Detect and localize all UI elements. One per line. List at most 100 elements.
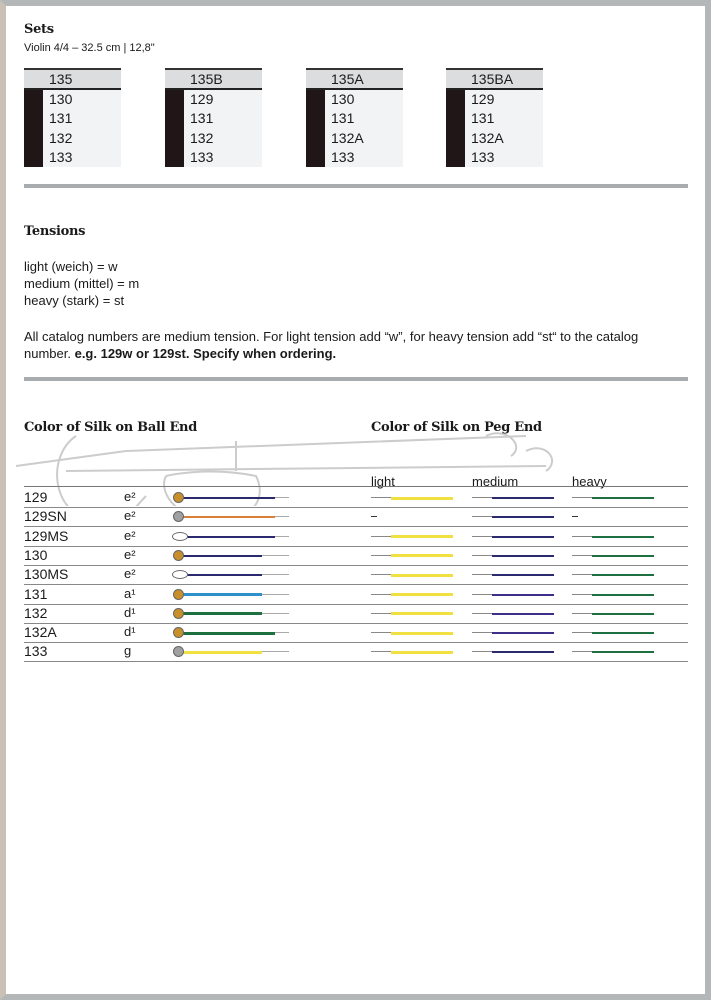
peg-silk-green [592, 554, 654, 557]
table-top-rule [24, 486, 688, 487]
divider [24, 184, 688, 188]
peg-silk-yellow [391, 573, 453, 577]
divider [24, 377, 688, 381]
ball-silk-yellow [182, 650, 262, 654]
note: g [124, 643, 132, 659]
peg-silk-yellow [391, 593, 453, 596]
set-items: 129 131 132 133 [165, 90, 262, 168]
note: e² [124, 566, 136, 582]
peg-silk-navy [492, 516, 554, 519]
ball-end-icon [173, 588, 184, 600]
set-table-135BA: 135BA 129 131 132A 133 [446, 68, 543, 168]
string-row-130: 130 e² [24, 546, 688, 566]
set-bar [165, 90, 184, 168]
loop-end-icon [172, 570, 188, 580]
ball-end-title: Color of Silk on Ball End [24, 420, 198, 435]
set-item: 130 [49, 91, 73, 107]
set-item: 130 [331, 91, 355, 107]
no-option-dash [371, 516, 377, 518]
set-item: 131 [331, 110, 355, 127]
peg-silk-green [592, 593, 654, 596]
set-items: 129 131 132A 133 [446, 90, 543, 168]
set-item: 129 [190, 91, 214, 107]
ball-silk-green [182, 612, 262, 616]
peg-silk-green [592, 632, 654, 635]
tension-heavy: heavy (stark) = st [24, 293, 125, 308]
tensions-title: Tensions [24, 224, 86, 239]
set-name: 135BA [446, 68, 543, 90]
catalog-number: 132A [24, 624, 57, 641]
set-table-135B: 135B 129 131 132 133 [165, 68, 262, 168]
set-table-135A: 135A 130 131 132A 133 [306, 68, 403, 168]
note: e² [124, 508, 136, 524]
tension-list: light (weich) = w medium (mittel) = m he… [24, 258, 139, 309]
note: e² [124, 489, 136, 504]
catalog-number: 130MS [24, 566, 69, 583]
peg-silk-yellow [391, 650, 453, 654]
set-bar [446, 90, 465, 168]
ball-silk-blue [182, 593, 262, 596]
set-table-135: 135 130 131 132 133 [24, 68, 121, 168]
set-bar [306, 90, 325, 168]
peg-end-title: Color of Silk on Peg End [371, 420, 542, 435]
set-item: 133 [49, 148, 73, 165]
catalog-number: 131 [24, 585, 48, 602]
string-row-129MS: 129MS e² [24, 527, 688, 547]
ball-silk-navy [182, 574, 262, 577]
ball-end-icon [173, 627, 184, 639]
peg-silk-yellow [391, 496, 453, 500]
peg-silk-yellow [391, 631, 453, 635]
col-medium: medium [472, 474, 519, 489]
peg-silk-purple [492, 593, 554, 596]
catalog-number: 129SN [24, 508, 67, 525]
peg-silk-green [592, 651, 654, 654]
ball-end-icon [173, 607, 184, 619]
set-items: 130 131 132 133 [24, 90, 121, 168]
peg-silk-green [592, 535, 654, 538]
string-row-129: 129 e² [24, 488, 688, 508]
note: e² [124, 546, 136, 562]
peg-silk-yellow [391, 612, 453, 616]
set-item: 129 [471, 91, 495, 107]
col-light: light [371, 474, 395, 489]
note: d¹ [124, 604, 136, 620]
peg-silk-purple [492, 612, 554, 615]
ball-silk-navy [182, 497, 275, 499]
ball-end-icon [173, 511, 184, 523]
string-row-130MS: 130MS e² [24, 565, 688, 586]
ball-end-icon [173, 549, 184, 561]
peg-silk-green [592, 574, 654, 577]
string-row-132A: 132A d¹ [24, 623, 688, 644]
peg-silk-navy [492, 574, 554, 577]
peg-silk-navy [492, 554, 554, 557]
peg-silk-navy [492, 535, 554, 538]
set-name: 135A [306, 68, 403, 90]
set-item: 131 [190, 110, 214, 127]
set-item: 132A [331, 129, 364, 146]
note: e² [124, 527, 136, 543]
peg-silk-purple [492, 632, 554, 635]
string-row-131: 131 a¹ [24, 585, 688, 605]
loop-end-icon [172, 531, 188, 541]
sets-title: Sets [24, 22, 54, 37]
set-name: 135 [24, 68, 121, 90]
peg-silk-yellow [391, 554, 453, 558]
set-item: 133 [190, 148, 214, 165]
ball-silk-navy [182, 535, 275, 538]
ball-silk-navy [182, 554, 262, 557]
catalog-number: 132 [24, 604, 48, 621]
ball-end-icon [173, 646, 184, 658]
set-item: 131 [471, 110, 495, 127]
tension-note: All catalog numbers are medium tension. … [24, 328, 674, 362]
note: a¹ [124, 585, 136, 601]
col-heavy: heavy [572, 474, 607, 489]
tension-light: light (weich) = w [24, 259, 118, 274]
set-name: 135B [165, 68, 262, 90]
set-item: 133 [471, 148, 495, 165]
string-row-132: 132 d¹ [24, 604, 688, 624]
set-items: 130 131 132A 133 [306, 90, 403, 168]
catalog-number: 129MS [24, 527, 69, 544]
peg-silk-navy [492, 497, 554, 499]
sets-subtitle: Violin 4/4 – 32.5 cm | 12,8" [24, 42, 155, 54]
